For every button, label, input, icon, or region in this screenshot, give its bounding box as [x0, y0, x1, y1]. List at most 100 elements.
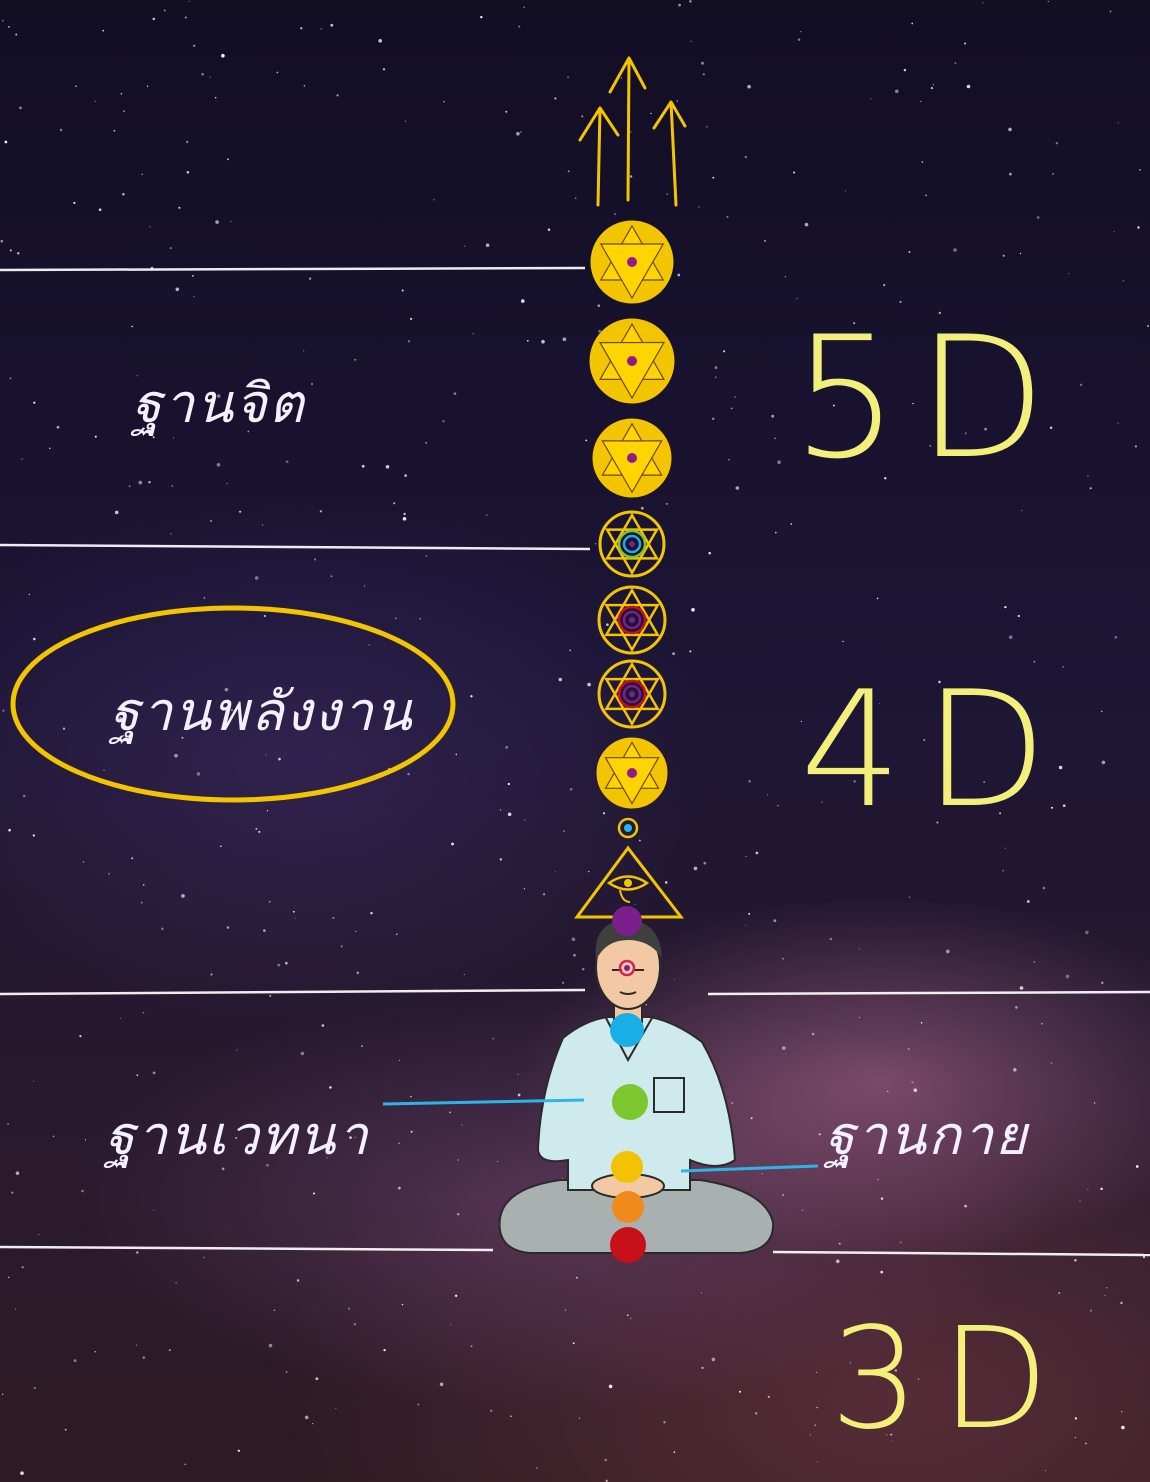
- star-dot: [103, 769, 105, 771]
- level-dividers: [0, 266, 1150, 1257]
- star-dot: [0, 239, 4, 243]
- star-dot: [20, 1471, 24, 1475]
- star-dot: [793, 171, 796, 174]
- star-dot: [269, 994, 272, 997]
- star-dot: [744, 155, 747, 159]
- star-dot: [728, 458, 730, 461]
- star-dot: [505, 746, 509, 749]
- star-dot: [226, 926, 230, 929]
- star-dot: [814, 1424, 817, 1426]
- star-dot: [782, 1194, 785, 1196]
- energy-base-highlight-ellipse: [10, 605, 456, 803]
- star-dot: [567, 76, 570, 79]
- star-dot: [94, 1351, 96, 1353]
- star-dot: [782, 1046, 786, 1050]
- star-dot: [168, 1348, 171, 1352]
- star-dot: [300, 1051, 305, 1056]
- star-dot: [567, 170, 570, 173]
- star-dot: [15, 1171, 20, 1175]
- star-dot: [142, 884, 145, 886]
- divider-bottom-left: [0, 1245, 494, 1252]
- star-dot: [818, 1133, 821, 1136]
- star-dot: [562, 337, 567, 342]
- star-dot: [1137, 226, 1140, 229]
- star-dot: [136, 1074, 139, 1077]
- star-dot: [755, 851, 759, 855]
- star-dot: [184, 16, 187, 19]
- star-dot: [966, 84, 971, 89]
- star-dot: [536, 1467, 538, 1469]
- star-dot: [1093, 1102, 1096, 1104]
- star-dot: [697, 206, 700, 208]
- star-dot: [216, 394, 221, 398]
- star-dot: [738, 1390, 742, 1393]
- star-column: [589, 220, 675, 809]
- chakra-crown: [612, 906, 642, 936]
- star-dot: [899, 300, 902, 303]
- star-dot: [908, 896, 911, 898]
- star-dot: [439, 1382, 444, 1387]
- star-dot: [809, 1434, 812, 1436]
- star-dot: [382, 68, 386, 71]
- star-dot: [9, 249, 12, 252]
- star-dot: [285, 1371, 288, 1373]
- star-dot: [1087, 474, 1089, 477]
- star-dot: [664, 881, 668, 884]
- mind-base-label: ฐานจิต: [132, 372, 306, 435]
- star-dot: [673, 978, 675, 981]
- star-dot: [300, 27, 303, 30]
- star-dot: [554, 870, 556, 872]
- star-dot: [332, 917, 335, 919]
- star-dot: [1117, 422, 1119, 424]
- star-dot: [613, 213, 616, 215]
- star-dot: [394, 617, 397, 620]
- star-dot: [186, 140, 189, 144]
- star-dot: [578, 1417, 581, 1419]
- star-dot: [313, 1192, 315, 1195]
- star-dot: [1074, 1436, 1077, 1439]
- star-dot: [844, 190, 847, 192]
- star-dot: [122, 735, 124, 737]
- star-dot: [181, 736, 184, 739]
- star-dot: [673, 1451, 676, 1454]
- star-dot: [48, 447, 51, 450]
- star-dot: [370, 911, 373, 915]
- star-dot: [354, 358, 357, 361]
- star-dot: [209, 76, 211, 78]
- star-dot: [393, 502, 396, 505]
- star-dot: [1087, 1188, 1089, 1191]
- star-dot: [731, 1101, 734, 1105]
- spiral-ring: [617, 605, 647, 635]
- star-dot: [181, 894, 185, 898]
- star-dot: [399, 1059, 401, 1061]
- star-dot: [492, 1038, 494, 1040]
- star-dot: [402, 517, 407, 521]
- star-dot: [797, 38, 801, 41]
- star-dot: [220, 845, 222, 848]
- star-dot: [17, 252, 20, 255]
- star-dot: [573, 953, 576, 957]
- star-dot: [470, 1345, 473, 1348]
- divider-energy-physical-right: [707, 990, 1150, 996]
- star-dot: [891, 1361, 895, 1364]
- star-dot: [1104, 1295, 1106, 1297]
- star-dot: [773, 919, 777, 923]
- star-dot: [152, 17, 156, 21]
- star-dot: [138, 480, 143, 485]
- star-dot: [11, 1191, 14, 1194]
- star-dot: [378, 39, 383, 43]
- star-dot: [1135, 1165, 1139, 1168]
- star-dot: [734, 396, 736, 398]
- star-dot: [1050, 1062, 1053, 1065]
- star-dot: [606, 623, 609, 627]
- star-dot: [1020, 509, 1023, 512]
- feeling-base-pointer: [382, 1098, 585, 1106]
- star-dot: [308, 277, 312, 280]
- star-dot: [842, 640, 844, 643]
- star-dot: [499, 858, 502, 861]
- star-dot: [221, 53, 225, 58]
- star-dot: [449, 1111, 452, 1114]
- star-dot: [442, 420, 445, 423]
- star-dot: [170, 705, 173, 708]
- star-dot: [629, 130, 632, 133]
